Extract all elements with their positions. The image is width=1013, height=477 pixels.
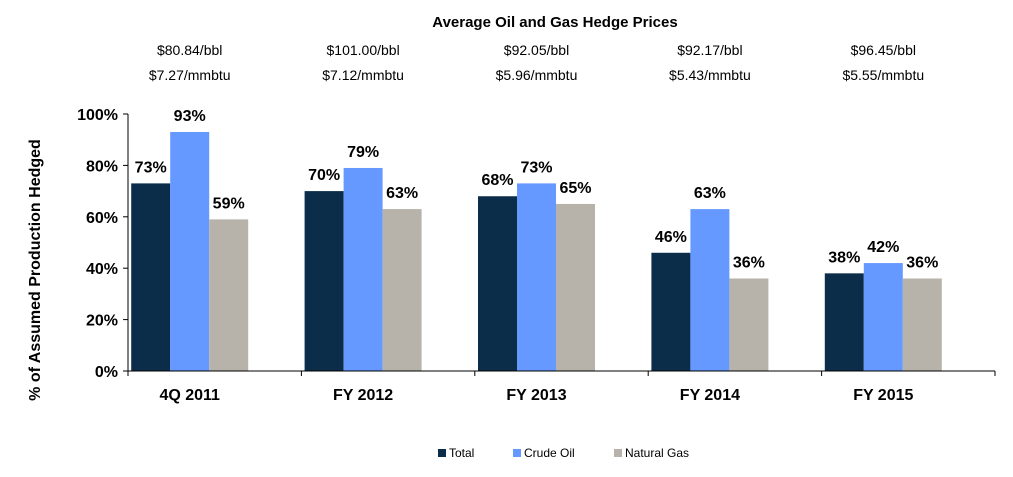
y-tick-label: 0%	[95, 364, 118, 381]
price-row: $80.84/bbl $7.27/mmbtu $101.00/bbl $7.12/mm…	[149, 42, 924, 83]
bar-value-label: 68%	[481, 172, 513, 189]
bar-total	[304, 191, 344, 371]
bar-crude-oil	[343, 167, 383, 371]
bar-value-label: 63%	[694, 185, 726, 202]
bar-total	[478, 196, 517, 371]
gas-hedge-price: $7.12/mmbtu	[322, 67, 404, 83]
oil-hedge-price: $96.45/bbl	[851, 42, 916, 58]
gas-hedge-price: $5.96/mmbtu	[496, 67, 578, 83]
bar-value-label: 73%	[520, 159, 552, 176]
bar-value-label: 42%	[867, 239, 899, 256]
bar-value-label: 70%	[308, 167, 340, 184]
bar-value-label: 79%	[347, 144, 379, 161]
y-tick-label: 40%	[86, 261, 118, 278]
bar-natural-gas	[209, 219, 249, 371]
bar-natural-gas	[729, 278, 769, 371]
bar-value-label: 93%	[174, 108, 206, 125]
legend-label: Total	[449, 446, 474, 460]
y-axis-label: % of Assumed Production Hedged	[27, 139, 44, 401]
y-tick-label: 20%	[86, 313, 118, 330]
bar-value-label: 65%	[559, 180, 591, 197]
bar-natural-gas	[556, 203, 595, 371]
bar-crude-oil	[863, 263, 903, 371]
bars: 73% 93% 59% 70% 79% 63% 68% 73% 65% 46% 63% 36% 38% 4…	[131, 108, 942, 371]
legend-swatch	[614, 449, 622, 457]
bar-natural-gas	[902, 278, 942, 371]
bar-crude-oil	[690, 209, 730, 371]
bar-value-label: 46%	[655, 229, 687, 246]
y-axis: 0% 20% 40% 60% 80% 100%	[77, 107, 129, 381]
bar-value-label: 63%	[386, 185, 418, 202]
x-tick-label: FY 2012	[333, 387, 393, 404]
legend-label: Crude Oil	[524, 446, 575, 460]
bar-crude-oil	[517, 183, 556, 371]
bar-value-label: 36%	[733, 254, 765, 271]
bar-total	[131, 183, 171, 371]
oil-hedge-price: $101.00/bbl	[327, 42, 400, 58]
y-tick-label: 60%	[86, 210, 118, 227]
y-tick-label: 100%	[77, 107, 118, 124]
legend-swatch	[513, 449, 521, 457]
x-axis: 4Q 2011 FY 2012 FY 2013 FY 2014 FY 2015	[127, 370, 996, 404]
x-tick-label: 4Q 2011	[159, 387, 220, 404]
gas-hedge-price: $5.55/mmbtu	[842, 67, 924, 83]
bar-value-label: 59%	[213, 195, 245, 212]
bar-value-label: 36%	[906, 254, 938, 271]
legend: Total Crude Oil Natural Gas	[438, 446, 689, 460]
y-tick-label: 80%	[86, 158, 118, 175]
legend-swatch	[438, 449, 446, 457]
bar-natural-gas	[382, 209, 422, 371]
gas-hedge-price: $7.27/mmbtu	[149, 67, 231, 83]
x-tick-label: FY 2015	[853, 387, 913, 404]
oil-hedge-price: $92.17/bbl	[677, 42, 742, 58]
bar-crude-oil	[170, 131, 210, 371]
bar-value-label: 73%	[135, 159, 167, 176]
x-tick-label: FY 2014	[680, 387, 740, 404]
bar-total	[651, 252, 691, 371]
chart-title: Average Oil and Gas Hedge Prices	[432, 14, 677, 31]
bar-value-label: 38%	[828, 249, 860, 266]
x-tick-label: FY 2013	[506, 387, 566, 404]
gas-hedge-price: $5.43/mmbtu	[669, 67, 751, 83]
oil-hedge-price: $80.84/bbl	[157, 42, 222, 58]
legend-label: Natural Gas	[625, 446, 689, 460]
oil-hedge-price: $92.05/bbl	[504, 42, 569, 58]
bar-total	[824, 273, 864, 371]
